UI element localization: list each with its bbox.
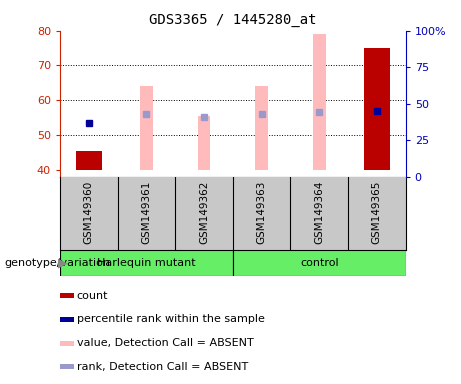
Bar [60,341,74,346]
Bar [76,151,102,170]
Text: value, Detection Call = ABSENT: value, Detection Call = ABSENT [77,338,253,348]
Bar [313,34,325,170]
Text: GSM149360: GSM149360 [84,180,94,243]
Text: Harlequin mutant: Harlequin mutant [97,258,195,268]
Text: ▶: ▶ [58,257,67,270]
Text: count: count [77,291,108,301]
Bar [60,317,74,322]
Bar [60,293,74,298]
Text: genotype/variation: genotype/variation [5,258,111,268]
Bar [233,250,406,276]
Bar [364,48,390,170]
Bar [60,250,233,276]
Bar [140,86,153,170]
Title: GDS3365 / 1445280_at: GDS3365 / 1445280_at [149,13,317,27]
Bar [198,116,210,170]
Text: rank, Detection Call = ABSENT: rank, Detection Call = ABSENT [77,362,248,372]
Text: percentile rank within the sample: percentile rank within the sample [77,314,265,324]
Text: GSM149362: GSM149362 [199,180,209,244]
Text: control: control [300,258,338,268]
Bar [255,86,268,170]
Text: GSM149365: GSM149365 [372,180,382,244]
Text: GSM149361: GSM149361 [142,180,151,244]
Bar [60,364,74,369]
Text: GSM149363: GSM149363 [257,180,266,244]
Text: GSM149364: GSM149364 [314,180,324,244]
